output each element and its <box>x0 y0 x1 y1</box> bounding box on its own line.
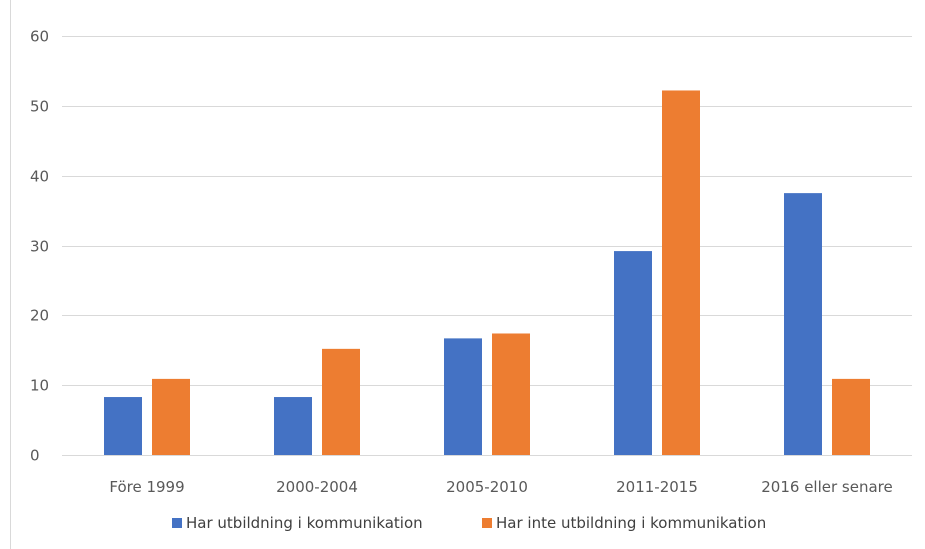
y-tick-label: 60 <box>30 28 49 46</box>
bars <box>104 90 870 455</box>
bar-har-inte-utbildning <box>322 348 360 455</box>
bar-har-inte-utbildning <box>152 378 190 455</box>
bar-har-utbildning <box>614 251 652 455</box>
x-tick-label: Före 1999 <box>109 478 184 496</box>
y-tick-label: 0 <box>30 447 40 465</box>
legend-label: Har utbildning i kommunikation <box>186 514 423 532</box>
y-tick-label: 40 <box>30 168 49 186</box>
y-tick-label: 50 <box>30 98 49 116</box>
y-tick-label: 20 <box>30 307 49 325</box>
x-tick-label: 2005-2010 <box>446 478 528 496</box>
x-tick-label: 2000-2004 <box>276 478 358 496</box>
y-tick-label: 10 <box>30 377 49 395</box>
bar-har-utbildning <box>104 397 142 455</box>
bar-har-inte-utbildning <box>832 378 870 455</box>
x-axis: Före 1999 2000-2004 2005-2010 2011-2015 2016… <box>62 455 912 496</box>
gridlines <box>62 36 912 386</box>
bar-har-utbildning <box>444 338 482 455</box>
legend-swatch <box>482 518 492 528</box>
y-tick-label: 30 <box>30 238 49 256</box>
bar-har-utbildning <box>274 397 312 455</box>
x-tick-label: 2011-2015 <box>616 478 698 496</box>
legend-swatch <box>172 518 182 528</box>
legend: Har utbildning i kommunikation Har inte u… <box>172 514 766 532</box>
x-tick-label: 2016 eller senare <box>761 478 892 496</box>
legend-label: Har inte utbildning i kommunikation <box>496 514 766 532</box>
bar-har-inte-utbildning <box>662 90 700 455</box>
bar-har-inte-utbildning <box>492 333 530 455</box>
y-axis: 0 10 20 30 40 50 60 <box>30 28 49 465</box>
bar-har-utbildning <box>784 193 822 455</box>
